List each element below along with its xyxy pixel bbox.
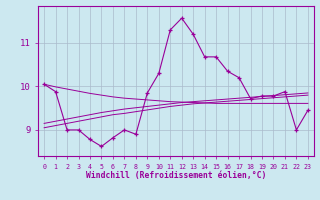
X-axis label: Windchill (Refroidissement éolien,°C): Windchill (Refroidissement éolien,°C) (86, 171, 266, 180)
